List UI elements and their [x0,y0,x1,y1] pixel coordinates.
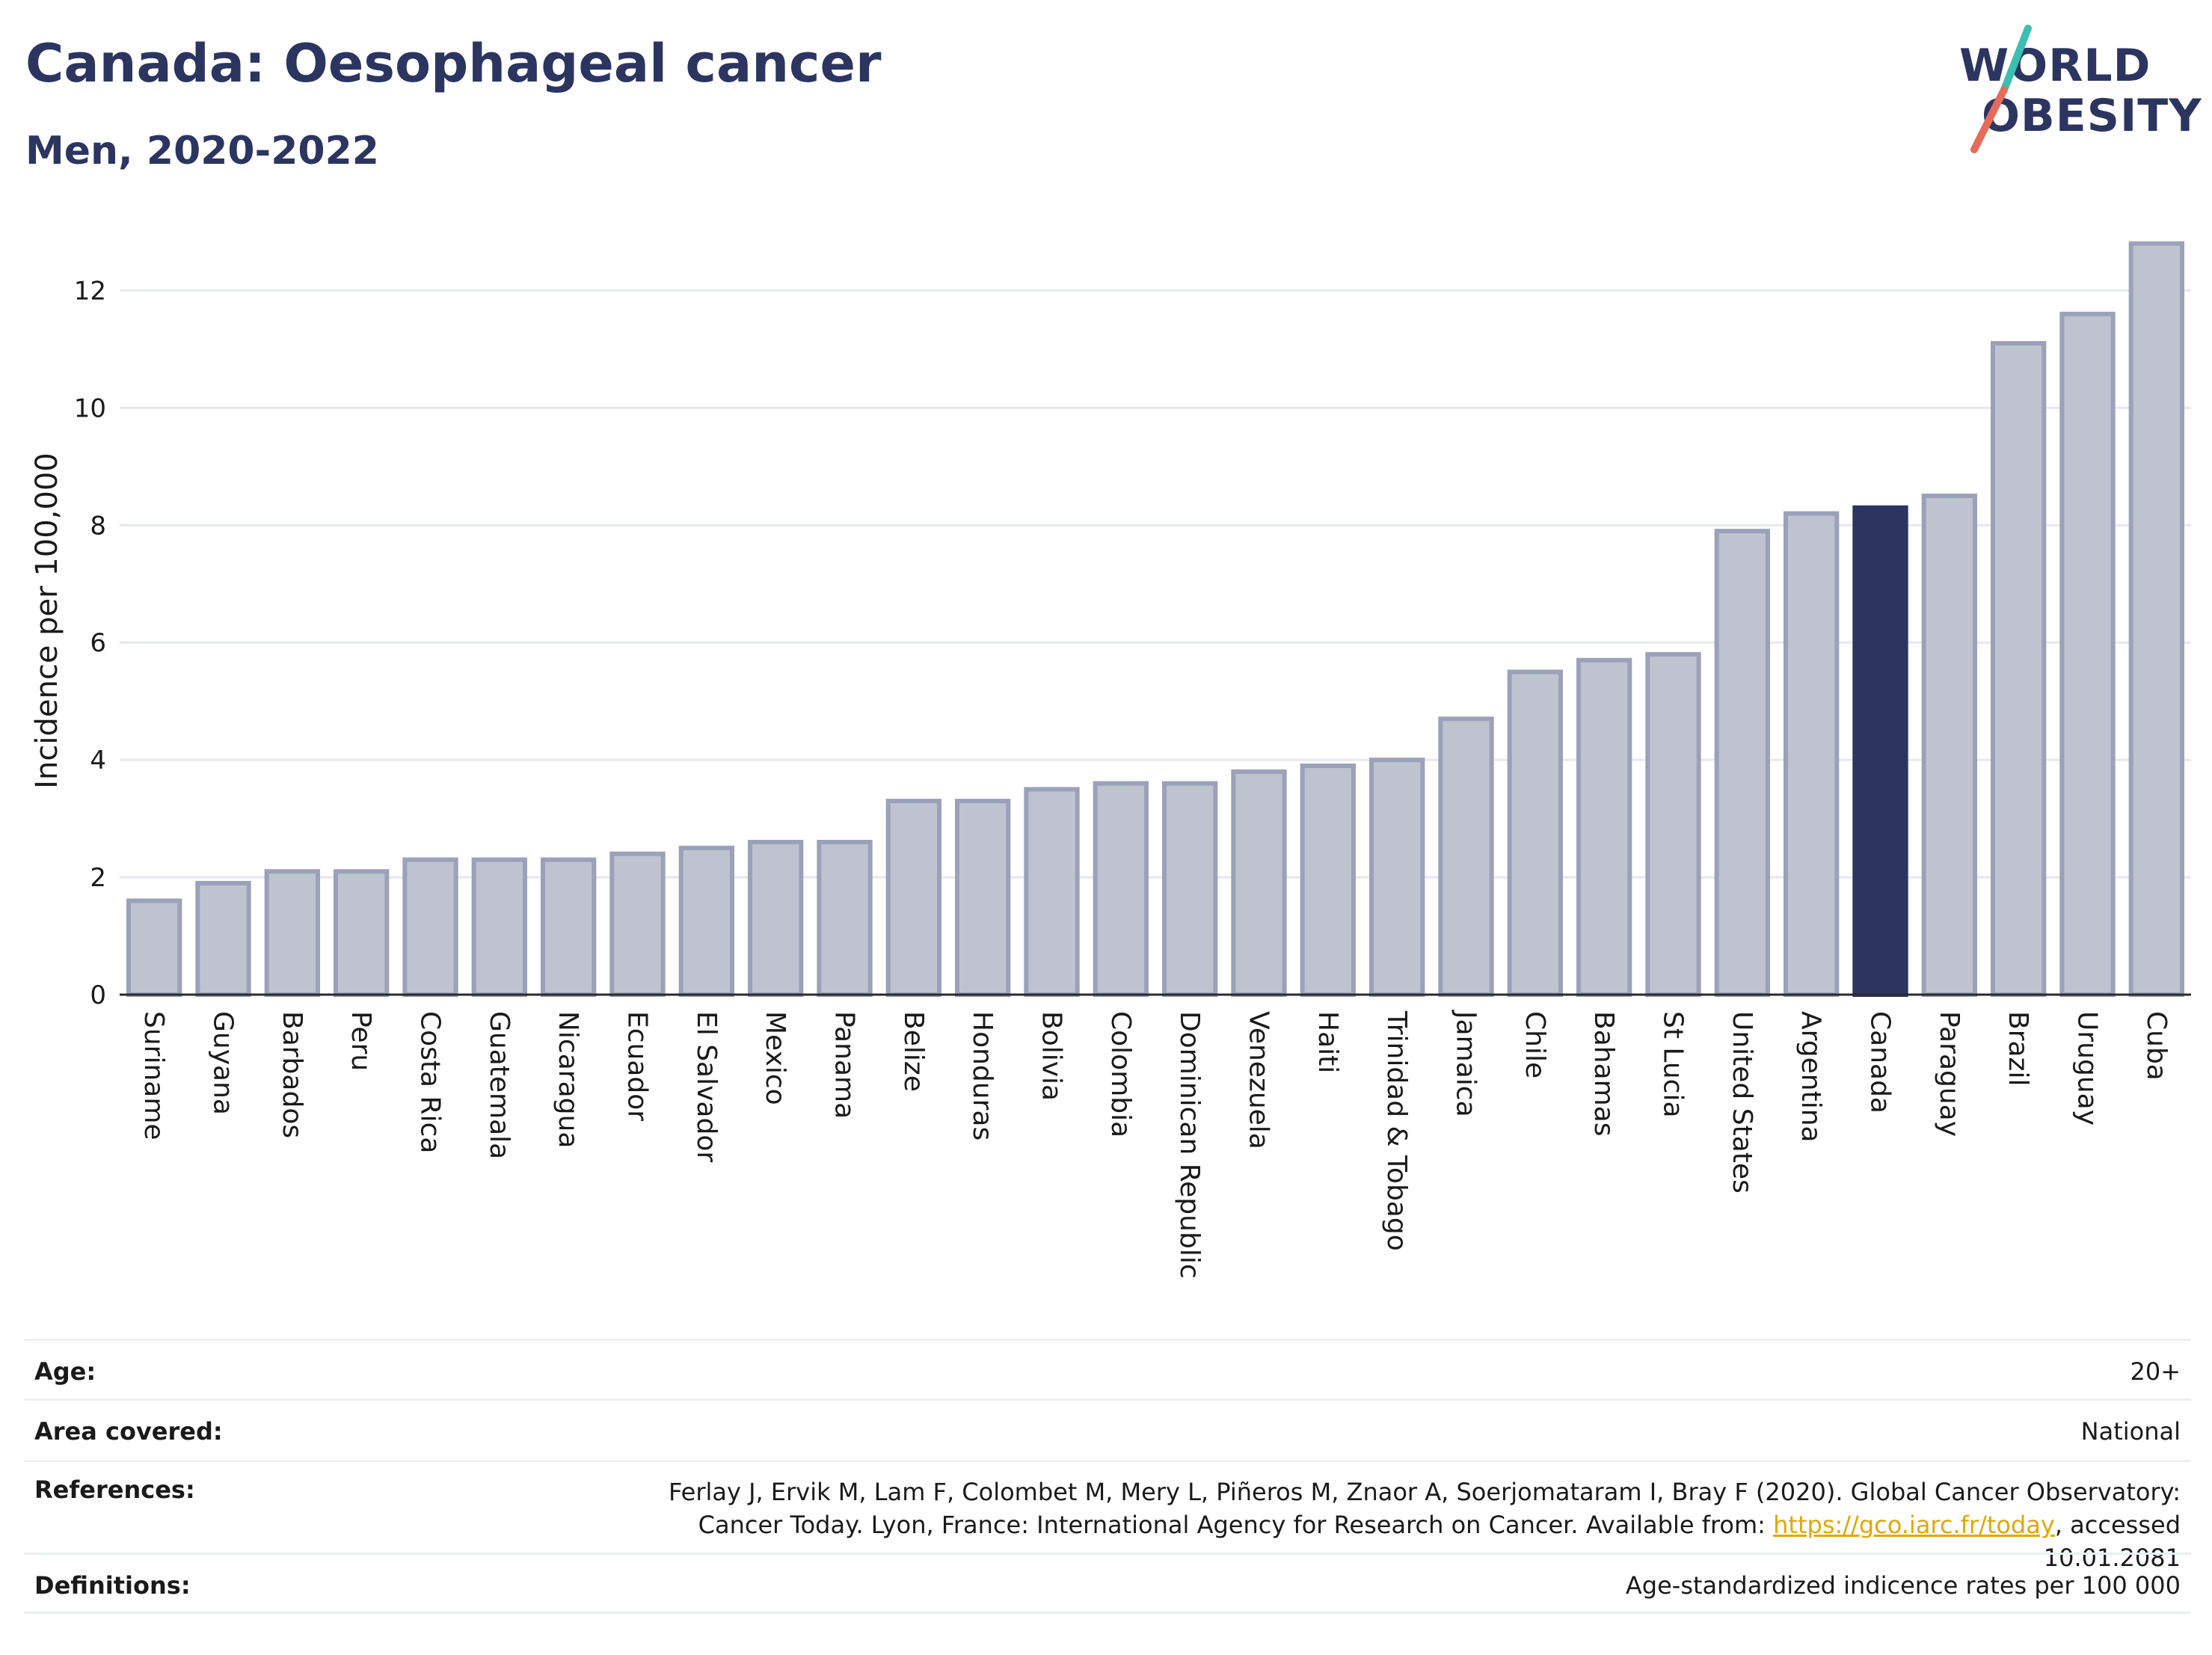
bar [402,857,458,997]
x-tick-label: Haiti [1312,1011,1343,1073]
x-tick-label: Costa Rica [415,1011,446,1153]
bar [1093,781,1149,997]
logo-word-world: WORLD [1959,40,2151,92]
bar [541,857,597,997]
bar [1714,529,1770,997]
bar [1162,781,1218,997]
x-tick-label: Mexico [760,1011,790,1105]
world-obesity-logo: WORLD OBESITY [1944,22,2202,157]
x-tick-label: Paraguay [1934,1011,1964,1137]
bar [817,840,873,997]
bar [334,869,390,997]
info-row-references: References: Ferlay J, Ervik M, Lam F, Co… [24,1460,2191,1572]
chart-title: Canada: Oesophageal cancer [25,33,882,94]
bar [1438,716,1494,997]
x-tick-label: Argentina [1795,1011,1826,1143]
info-row-area: Area covered: National [24,1398,2191,1460]
bar [126,898,182,998]
y-tick-label: 12 [74,276,106,306]
bar [678,845,734,998]
references-value: Ferlay J, Ervik M, Lam F, Colombet M, Me… [610,1476,2181,1574]
x-tick-label: Guatemala [484,1011,514,1159]
x-tick-label: Canada [1865,1011,1896,1114]
x-tick-label: Colombia [1105,1011,1136,1137]
age-value: 20+ [2130,1357,2181,1386]
age-label: Age: [34,1357,96,1386]
y-tick-label: 10 [74,393,106,423]
logo-word-obesity: OBESITY [1982,90,2202,142]
x-tick-label: Belize [898,1011,929,1092]
bar [1645,651,1701,998]
x-tick-label: St Lucia [1658,1011,1689,1118]
x-tick-label: Barbados [277,1011,307,1138]
bar [885,799,941,997]
x-tick-label: Suriname [138,1011,169,1140]
chart-subtitle: Men, 2020-2022 [25,129,379,174]
x-tick-label: Venezuela [1244,1011,1274,1149]
x-tick-label: Peru [345,1011,376,1071]
definitions-label: Definitions: [34,1571,191,1600]
bar [1369,758,1425,998]
references-accessed: , accessed 10.01.2081 [2043,1511,2181,1572]
y-tick-label: 2 [90,863,106,893]
logo-slash-icon [1970,25,2032,153]
y-tick-label: 4 [90,746,106,776]
bar [1231,769,1287,998]
x-tick-label: Dominican Republic [1174,1011,1205,1279]
info-row-definitions: Definitions: Age-standardized indicence … [24,1553,2191,1614]
bar [1024,787,1080,998]
x-tick-label: United States [1727,1011,1757,1194]
bar [264,869,320,997]
x-tick-label: Uruguay [2072,1011,2103,1126]
bar [471,857,527,997]
references-label: References: [34,1476,195,1504]
x-tick-label: El Salvador [691,1011,722,1162]
bar [1576,657,1632,997]
bar [1784,511,1840,997]
area-label: Area covered: [34,1417,223,1446]
y-axis-ticks: 0 2 4 6 8 10 12 [74,276,106,1010]
x-tick-label: Brazil [2003,1011,2033,1086]
bar [1921,494,1977,997]
bar-chart: 0 2 4 6 8 10 12 Suriname Guyana Barbados Peru Cost… [30,241,2191,1279]
x-tick-label: Jamaica [1451,1010,1481,1117]
bar-highlight [1852,505,1908,997]
y-tick-label: 0 [90,980,106,1010]
info-table: Age: 20+ Area covered: National Referenc… [24,1339,2191,1614]
bar [1991,341,2047,998]
x-tick-label: Ecuador [622,1011,653,1121]
y-axis-title: Incidence per 100,000 [30,452,64,789]
bar [1507,669,1563,997]
y-tick-label: 8 [90,511,106,541]
references-text: Ferlay J, Ervik M, Lam F, Colombet M, Me… [669,1478,2181,1539]
bar [195,880,251,998]
bar [955,799,1011,997]
x-tick-label: Chile [1520,1011,1550,1078]
x-tick-label: Honduras [967,1011,998,1140]
x-tick-label: Trinidad & Tobago [1381,1010,1412,1251]
x-tick-label: Nicaragua [553,1011,583,1148]
references-link[interactable]: https://gco.iarc.fr/today [1773,1511,2055,1539]
x-tick-label: Panama [829,1011,860,1119]
y-tick-label: 6 [90,628,106,658]
x-tick-label: Cuba [2141,1011,2172,1081]
definitions-value: Age-standardized indicence rates per 100… [1625,1571,2181,1600]
x-tick-label: Bolivia [1036,1011,1067,1101]
bar [2059,311,2116,998]
bar [1300,764,1356,997]
bars [126,241,2184,998]
x-tick-label: Bahamas [1588,1011,1619,1137]
info-row-age: Age: 20+ [24,1339,2191,1398]
area-value: National [2080,1417,2181,1446]
bar [2128,241,2184,997]
bar [748,840,804,997]
x-tick-label: Guyana [208,1011,239,1115]
x-axis-tick-labels: Suriname Guyana Barbados Peru Costa Rica Guat… [138,1010,2172,1279]
gridlines [120,289,2191,879]
bar [609,851,666,997]
